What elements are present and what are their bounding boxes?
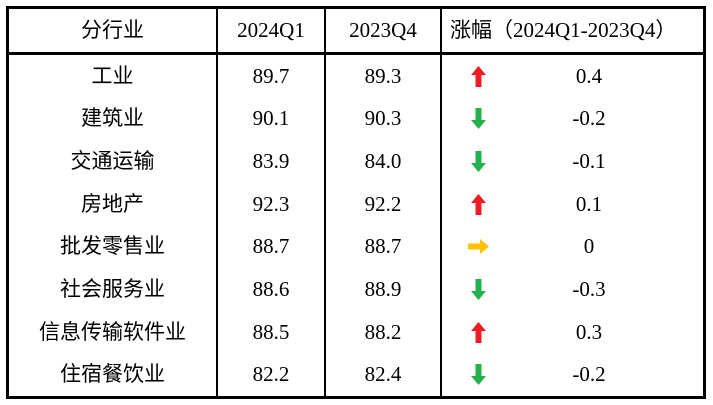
q4-value: 92.2 <box>326 182 442 226</box>
industry-name: 建筑业 <box>9 97 218 141</box>
q1-value: 89.7 <box>218 55 326 98</box>
industry-name: 信息传输软件业 <box>9 310 218 354</box>
industry-name: 交通运输 <box>9 140 218 183</box>
trend-up-icon <box>468 193 489 215</box>
change-value: 0 <box>583 234 595 259</box>
change-cell: 0.4 <box>442 55 703 98</box>
q1-value: 88.7 <box>218 225 326 269</box>
trend-flat-icon <box>468 236 489 257</box>
change-cell: 0.3 <box>442 311 703 354</box>
change-cell: 0 <box>442 226 703 269</box>
trend-down-icon <box>468 151 489 173</box>
change-cell: -0.3 <box>442 268 703 311</box>
industry-name: 住宿餐饮业 <box>9 353 218 396</box>
change-cell: -0.1 <box>442 140 703 183</box>
header-2024q1: 2024Q1 <box>218 9 326 55</box>
change-value: -0.2 <box>572 362 606 387</box>
trend-up-icon <box>468 321 489 343</box>
header-change: 涨幅（2024Q1-2023Q4） <box>442 9 703 55</box>
trend-up-icon <box>468 65 489 87</box>
q4-value: 89.3 <box>326 55 442 98</box>
industry-comparison-table: 分行业 2024Q1 2023Q4 涨幅（2024Q1-2023Q4） 工业 8… <box>6 6 706 399</box>
change-value: 0.3 <box>575 319 603 344</box>
q1-value: 83.9 <box>218 140 326 183</box>
trend-down-icon <box>468 278 489 300</box>
change-value: 0.4 <box>575 63 603 88</box>
trend-down-icon <box>468 108 489 130</box>
q4-value: 82.4 <box>326 353 442 396</box>
header-2023q4: 2023Q4 <box>326 9 442 55</box>
q4-value: 84.0 <box>326 140 442 183</box>
change-cell: 0.1 <box>442 183 703 226</box>
q1-value: 88.5 <box>218 310 326 354</box>
change-value: 0.1 <box>575 191 603 216</box>
change-value: -0.3 <box>572 276 606 301</box>
q1-value: 82.2 <box>218 353 326 396</box>
industry-name: 批发零售业 <box>9 225 218 269</box>
header-industry: 分行业 <box>9 9 218 55</box>
change-value: -0.2 <box>572 106 606 131</box>
industry-name: 房地产 <box>9 182 218 226</box>
trend-down-icon <box>468 364 489 386</box>
change-cell: -0.2 <box>442 353 703 396</box>
industry-name: 社会服务业 <box>9 268 218 311</box>
q1-value: 92.3 <box>218 182 326 226</box>
change-value: -0.1 <box>572 149 606 174</box>
q4-value: 90.3 <box>326 97 442 141</box>
industry-name: 工业 <box>9 55 218 98</box>
q1-value: 88.6 <box>218 268 326 311</box>
q1-value: 90.1 <box>218 97 326 141</box>
q4-value: 88.2 <box>326 310 442 354</box>
q4-value: 88.9 <box>326 268 442 311</box>
change-cell: -0.2 <box>442 98 703 141</box>
q4-value: 88.7 <box>326 225 442 269</box>
